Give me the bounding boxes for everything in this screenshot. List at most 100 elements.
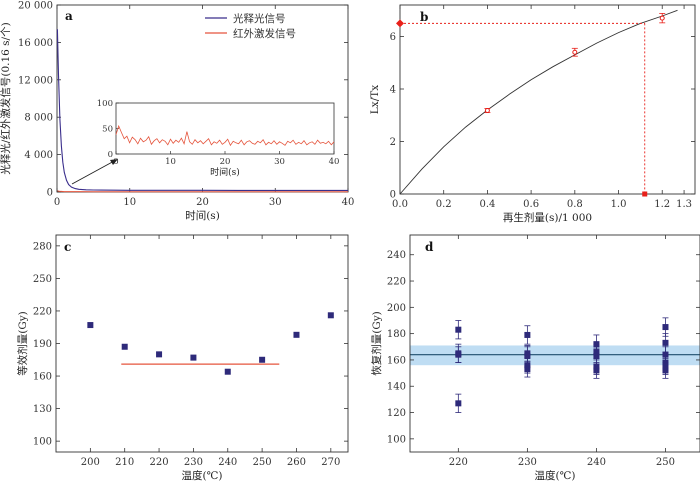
y-tick-label: 6 [390, 32, 396, 43]
x-tick-label: 40 [342, 197, 355, 208]
ir-signal-line [57, 190, 348, 193]
uncertainty-band [410, 345, 700, 366]
y-tick-label: 16 000 [18, 38, 53, 49]
x-tick-label: 0.6 [523, 199, 539, 210]
inset-y-tick-label: 0 [108, 150, 113, 160]
y-tick-label: 140 [387, 382, 406, 393]
y-tick-label: 120 [387, 408, 406, 419]
panel-d: 220 230 240 250 100 120 140 160 180 200 220 240 温度(℃… [370, 234, 700, 481]
y-tick-label: 20 000 [18, 1, 53, 12]
y-tick-label: 240 [387, 250, 406, 261]
equivalent-dose-point [121, 343, 128, 350]
panel-letter: a [65, 9, 73, 23]
equivalent-dose-point [259, 356, 266, 363]
equivalent-dose-point [224, 368, 231, 375]
inset-x-tick-label: 30 [274, 157, 285, 167]
recovered-dose-point [524, 366, 531, 373]
y-tick-label: 12 000 [18, 75, 53, 86]
panel-letter: c [64, 240, 71, 254]
y-tick-label: 180 [387, 329, 406, 340]
x-axis-label: 再生剂量(s)/1 000 [503, 211, 592, 224]
inset-ir-signal-line [115, 124, 335, 147]
recovered-dose-point [593, 367, 600, 374]
panel-c: 200 210 220 230 240 250 260 270 100 130 160 190 220 2… [16, 234, 349, 481]
y-tick-label: 4 000 [24, 150, 53, 161]
inset-x-tick-label: 10 [165, 157, 176, 167]
x-tick-label: 220 [449, 457, 468, 468]
inset-x-tick-label: 20 [220, 157, 231, 167]
x-tick-label: 0.0 [392, 199, 408, 210]
inset-arrow-line [71, 159, 117, 185]
y-tick-label: 100 [387, 434, 406, 445]
x-tick-label: 0.8 [567, 199, 583, 210]
x-tick-label: 20 [196, 197, 209, 208]
x-tick-label: 240 [218, 457, 237, 468]
y-tick-label: 0 [390, 190, 396, 201]
inset-arrow-head [110, 159, 118, 165]
y-axis-label: 恢复剂量(Gy) [370, 311, 383, 376]
x-axis-label: 温度(℃) [535, 469, 576, 481]
x-axis-label: 温度(℃) [182, 469, 223, 481]
inset-x-axis-label: 时间(s) [210, 166, 240, 178]
equivalent-dose-point [327, 312, 334, 319]
recovered-dose-point [524, 352, 531, 359]
regen-point [484, 108, 490, 114]
equivalent-dose-point [156, 351, 163, 358]
recovered-dose-point [455, 400, 462, 407]
x-tick-label: 230 [184, 457, 203, 468]
equivalent-dose-marker [642, 191, 648, 197]
x-tick-label: 0 [54, 197, 60, 208]
x-tick-label: 30 [269, 197, 282, 208]
recovered-dose-point [662, 367, 669, 374]
y-tick-label: 160 [387, 355, 406, 366]
y-tick-label: 200 [387, 303, 406, 314]
y-tick-label: 190 [33, 339, 52, 350]
equivalent-dose-point [87, 322, 94, 329]
dose-response-curve [399, 9, 678, 195]
y-tick-label: 220 [33, 306, 52, 317]
equivalent-dose-point [190, 354, 197, 361]
x-tick-label: 240 [587, 457, 606, 468]
y-tick-label: 130 [33, 404, 52, 415]
regen-point [572, 49, 578, 55]
x-tick-label: 260 [287, 457, 306, 468]
x-tick-label: 1.0 [611, 199, 627, 210]
plot-frame [399, 4, 696, 195]
y-tick-label: 250 [33, 274, 52, 285]
x-tick-label: 210 [115, 457, 134, 468]
y-tick-label: 220 [387, 277, 406, 288]
inset-frame [115, 102, 335, 155]
y-axis-label: 等效剂量(Gy) [16, 311, 29, 376]
panel-letter: b [420, 10, 428, 24]
panel-b: 0.0 0.2 0.4 0.6 0.8 1.0 1.2 1.3 0 2 4 6 再生剂量(s)/1 00… [369, 4, 696, 224]
plot-frame [409, 234, 700, 453]
legend-label-ir: 红外激发信号 [233, 27, 296, 40]
y-tick-label: 8 000 [24, 113, 53, 124]
x-tick-label: 220 [150, 457, 169, 468]
y-tick-label: 160 [33, 372, 52, 383]
x-tick-label: 250 [253, 457, 272, 468]
inset-y-tick-label: 50 [102, 125, 113, 135]
y-tick-label: 280 [33, 241, 52, 252]
x-tick-label: 1.3 [676, 199, 692, 210]
legend-label-osl: 光释光信号 [233, 12, 286, 25]
recovered-dose-point [662, 339, 669, 346]
y-tick-label: 0 [47, 188, 53, 199]
recovered-dose-point [455, 351, 462, 358]
y-axis-label: Lx/Tx [369, 85, 381, 114]
y-axis-label: 光释光/红外激发信号(0.16 s/个) [0, 22, 12, 174]
panel-letter: d [425, 240, 434, 254]
recovered-dose-point [455, 326, 462, 333]
y-tick-label: 4 [390, 85, 396, 96]
recovered-dose-point [593, 352, 600, 359]
y-tick-label: 2 [390, 137, 396, 148]
x-tick-label: 0.4 [479, 199, 495, 210]
x-tick-label: 200 [81, 457, 100, 468]
osl-signal-line [56, 29, 348, 191]
equivalent-dose-point [293, 331, 300, 338]
inset-x-tick-label: 0 [113, 157, 118, 167]
x-tick-label: 0.2 [436, 199, 452, 210]
x-tick-label: 230 [518, 457, 537, 468]
panel-a: 0 10 20 30 40 0 4 000 8 000 12 000 16 000 20 000 时间… [0, 1, 354, 223]
